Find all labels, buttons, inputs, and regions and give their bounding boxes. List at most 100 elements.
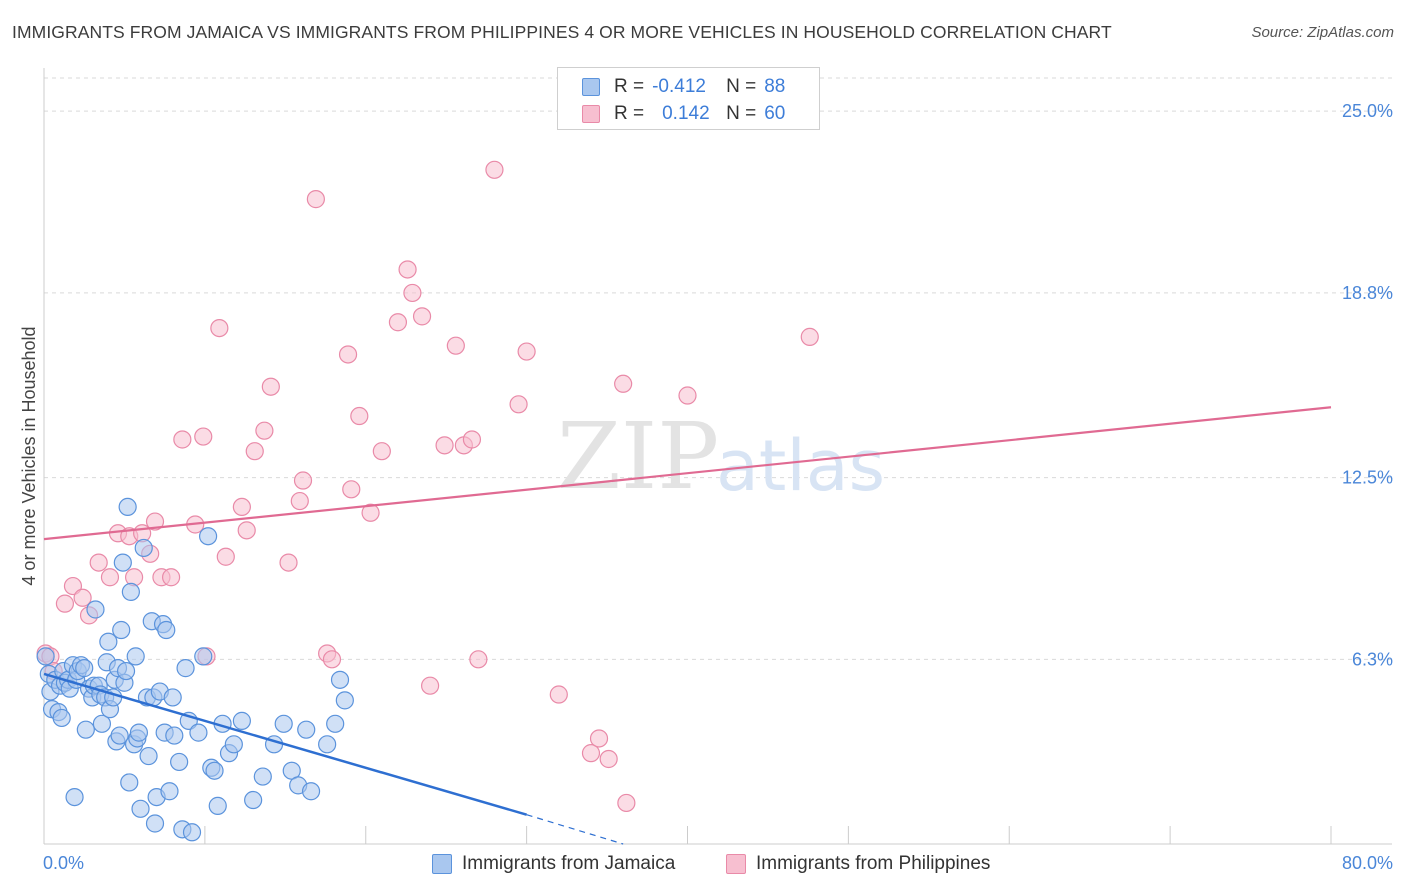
y-tick-label: 6.3% bbox=[1352, 649, 1393, 669]
philippines-point bbox=[145, 512, 165, 531]
jamaica-point bbox=[297, 720, 316, 739]
bottom-legend-swatch-blue bbox=[432, 854, 452, 874]
jamaica-point bbox=[176, 659, 195, 678]
jamaica-point bbox=[86, 600, 105, 619]
philippines-point bbox=[469, 650, 488, 669]
philippines-point bbox=[435, 436, 454, 455]
jamaica-point bbox=[330, 670, 350, 689]
philippines-point bbox=[293, 471, 313, 490]
jamaica-point bbox=[318, 735, 337, 754]
philippines-point bbox=[388, 313, 408, 332]
philippines-point bbox=[617, 793, 636, 813]
philippines-point bbox=[398, 260, 417, 279]
x-tick-label: 80.0% bbox=[1342, 853, 1393, 873]
philippines-point bbox=[322, 650, 342, 669]
philippines-point bbox=[161, 568, 181, 587]
jamaica-point bbox=[170, 752, 189, 772]
y-tick-label: 12.5% bbox=[1342, 468, 1393, 488]
philippines-point bbox=[509, 395, 528, 414]
jamaica-point bbox=[118, 497, 137, 517]
jamaica-point bbox=[99, 632, 118, 651]
jamaica-point bbox=[120, 773, 139, 792]
bottom-legend-label-jamaica: Immigrants from Jamaica bbox=[462, 853, 676, 874]
jamaica-point bbox=[189, 723, 208, 742]
bottom-legend-label-philippines: Immigrants from Philippines bbox=[756, 853, 991, 874]
gridlines bbox=[44, 77, 1392, 660]
x-tick-label: 0.0% bbox=[43, 853, 84, 873]
philippines-point bbox=[237, 521, 256, 540]
jamaica-point bbox=[253, 767, 272, 786]
jamaica-point bbox=[198, 527, 218, 546]
jamaica-points bbox=[36, 497, 354, 842]
jamaica-trendline-extension bbox=[526, 814, 624, 845]
jamaica-point bbox=[126, 647, 145, 666]
r-label: R = bbox=[614, 103, 645, 124]
philippines-point bbox=[55, 594, 75, 613]
n-label: N = bbox=[726, 76, 757, 97]
jamaica-point bbox=[121, 582, 140, 602]
philippines-point bbox=[290, 491, 309, 511]
philippines-point bbox=[194, 427, 213, 446]
philippines-point bbox=[517, 342, 536, 361]
watermark: ZIP atlas bbox=[557, 403, 885, 510]
philippines-point bbox=[173, 430, 192, 449]
philippines-point bbox=[361, 503, 380, 522]
ticks: 6.3% 12.5% 18.8% 25.0% 0.0% 80.0% bbox=[43, 101, 1393, 873]
philippines-trendline bbox=[43, 406, 1332, 541]
jamaica-point bbox=[165, 726, 184, 745]
jamaica-point bbox=[326, 714, 345, 733]
legend-row-philippines: R = 0.142 N = 60 bbox=[582, 101, 785, 127]
jamaica-point bbox=[232, 711, 251, 730]
philippines-point bbox=[338, 345, 358, 364]
legend-swatch-blue bbox=[582, 78, 600, 96]
jamaica-point bbox=[205, 761, 224, 780]
jamaica-trendline bbox=[43, 672, 527, 816]
r-value-jamaica: -0.412 bbox=[652, 76, 706, 97]
bottom-legend-jamaica: Immigrants from Jamaica bbox=[432, 850, 675, 878]
jamaica-point bbox=[129, 723, 149, 742]
chart-title: IMMIGRANTS FROM JAMAICA VS IMMIGRANTS FR… bbox=[12, 22, 1112, 42]
r-label: R = bbox=[614, 76, 645, 97]
jamaica-point bbox=[112, 620, 131, 640]
n-label: N = bbox=[726, 103, 757, 124]
legend-row-jamaica: R = -0.412 N = 88 bbox=[582, 74, 785, 100]
philippines-point bbox=[412, 307, 432, 326]
philippines-point bbox=[599, 749, 618, 769]
philippines-point bbox=[210, 318, 229, 338]
n-value-jamaica: 88 bbox=[764, 76, 786, 97]
philippines-point bbox=[403, 283, 422, 303]
philippines-point bbox=[89, 553, 108, 572]
jamaica-point bbox=[113, 553, 132, 572]
y-axis-label: 4 or more Vehicles in Household bbox=[19, 326, 39, 585]
jamaica-point bbox=[92, 714, 112, 733]
jamaica-point bbox=[139, 746, 158, 766]
philippines-point bbox=[614, 374, 633, 393]
philippines-point bbox=[462, 430, 482, 449]
y-tick-label: 25.0% bbox=[1342, 101, 1393, 121]
philippines-point bbox=[216, 547, 235, 566]
philippines-point bbox=[678, 386, 697, 405]
jamaica-point bbox=[65, 787, 84, 807]
philippines-point bbox=[446, 336, 465, 355]
philippines-point bbox=[350, 406, 369, 426]
jamaica-point bbox=[134, 538, 153, 558]
philippines-point bbox=[372, 442, 391, 461]
jamaica-point bbox=[335, 691, 354, 710]
correlation-legend: R = -0.412 N = 88 R = 0.142 N = 60 bbox=[557, 67, 820, 130]
philippines-point bbox=[63, 576, 83, 596]
jamaica-point bbox=[194, 647, 213, 666]
philippines-point bbox=[124, 568, 144, 587]
jamaica-point bbox=[75, 659, 94, 678]
philippines-point bbox=[279, 553, 298, 572]
philippines-point bbox=[100, 568, 120, 587]
philippines-point bbox=[589, 729, 609, 748]
philippines-point bbox=[255, 421, 274, 440]
philippines-point bbox=[549, 685, 568, 704]
philippines-point bbox=[421, 676, 440, 695]
jamaica-point bbox=[224, 735, 243, 754]
jamaica-point bbox=[182, 823, 202, 842]
jamaica-point bbox=[110, 726, 129, 745]
r-value-philippines: 0.142 bbox=[662, 103, 710, 124]
jamaica-point bbox=[145, 814, 165, 833]
jamaica-point bbox=[301, 782, 321, 801]
